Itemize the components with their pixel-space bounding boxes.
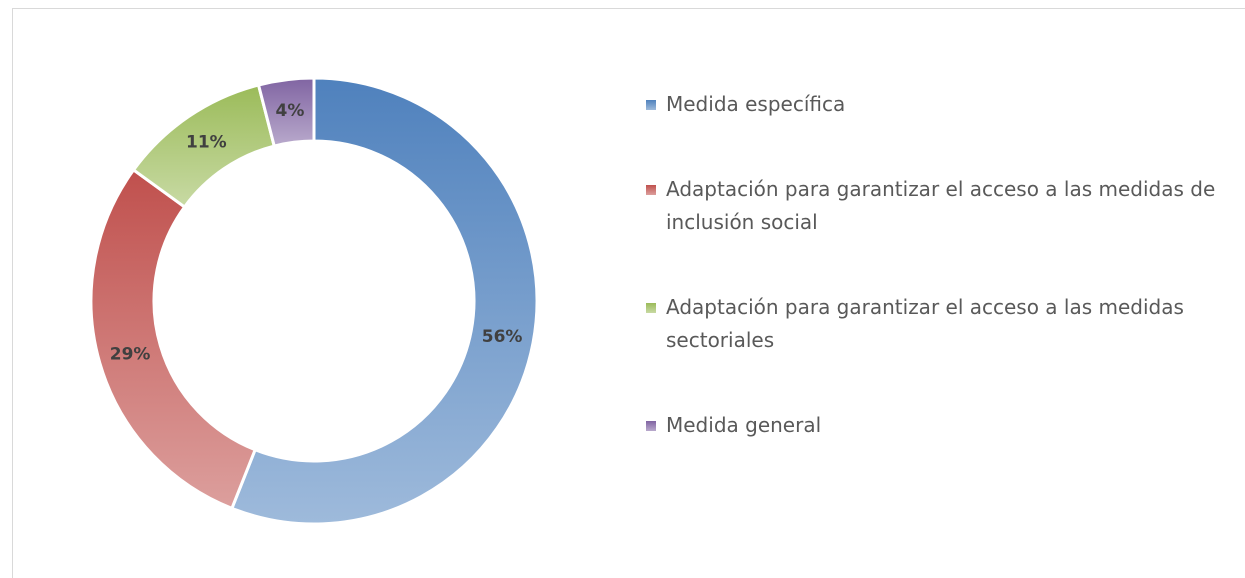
legend-label: Adaptación para garantizar el acceso a l… bbox=[666, 295, 1184, 352]
donut-segment bbox=[229, 76, 539, 526]
legend-item: Medida específica bbox=[646, 88, 1236, 121]
legend-swatch bbox=[646, 100, 656, 110]
legend-swatch bbox=[646, 421, 656, 431]
data-label: 56% bbox=[482, 327, 523, 347]
legend-label: Medida específica bbox=[666, 92, 846, 116]
donut-segment bbox=[89, 167, 258, 511]
legend-swatch bbox=[646, 303, 656, 313]
legend-item: Adaptación para garantizar el acceso a l… bbox=[646, 291, 1236, 357]
legend-item: Medida general bbox=[646, 409, 1236, 442]
data-label: 29% bbox=[110, 344, 151, 364]
legend: Medida específica Adaptación para garanti… bbox=[646, 88, 1236, 494]
chart-frame bbox=[12, 8, 1245, 578]
data-label: 4% bbox=[276, 101, 305, 121]
legend-item: Adaptación para garantizar el acceso a l… bbox=[646, 173, 1236, 239]
legend-label: Medida general bbox=[666, 413, 822, 437]
donut-segment bbox=[256, 76, 316, 148]
legend-label: Adaptación para garantizar el acceso a l… bbox=[666, 177, 1216, 234]
data-label: 11% bbox=[186, 133, 227, 153]
legend-swatch bbox=[646, 185, 656, 195]
